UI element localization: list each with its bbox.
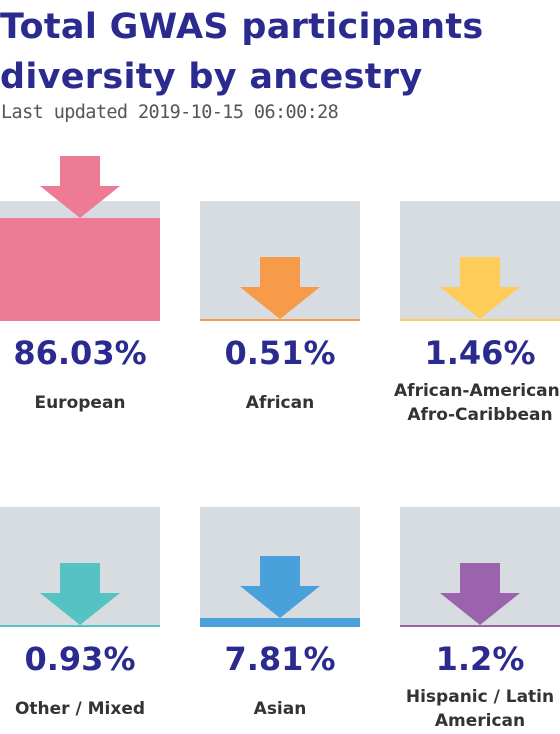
category-label-line: Hispanic / Latin bbox=[405, 687, 555, 707]
value-label-african-american-afro-caribbean: 1.46% bbox=[424, 334, 536, 372]
category-label-other-mixed: Other / Mixed bbox=[0, 697, 175, 721]
tile-african bbox=[200, 201, 360, 321]
category-label-line: African bbox=[245, 393, 315, 413]
category-label-line: Afro-Caribbean bbox=[407, 405, 553, 425]
page-title: Total GWAS participants diversity by anc… bbox=[0, 7, 484, 97]
category-label-line: Other / Mixed bbox=[14, 699, 146, 719]
category-label-european: European bbox=[0, 391, 175, 415]
category-label-line: European bbox=[34, 393, 126, 413]
value-label-hispanic-latin-american: 1.2% bbox=[435, 640, 525, 678]
tile-hispanic-latin-american bbox=[400, 507, 560, 627]
tile-european bbox=[0, 156, 160, 321]
value-label-other-mixed: 0.93% bbox=[24, 640, 136, 678]
bar-african bbox=[200, 319, 360, 321]
arrow-other-mixed-icon bbox=[40, 563, 120, 625]
last-updated: Last updated 2019-10-15 06:00:28 bbox=[1, 102, 339, 123]
category-label-asian: Asian bbox=[185, 697, 375, 721]
bar-african-american-afro-caribbean bbox=[400, 319, 560, 321]
bar-other-mixed bbox=[0, 625, 160, 627]
tile-asian bbox=[200, 507, 360, 627]
arrow-african-american-afro-caribbean-icon bbox=[440, 257, 520, 319]
arrow-asian-icon bbox=[240, 556, 320, 618]
value-label-asian: 7.81% bbox=[224, 640, 336, 678]
bar-asian bbox=[200, 618, 360, 627]
tile-other-mixed bbox=[0, 507, 160, 627]
value-label-european: 86.03% bbox=[13, 334, 147, 372]
category-label-line: Asian bbox=[253, 699, 307, 719]
arrow-african-icon bbox=[240, 257, 320, 319]
arrow-european-icon bbox=[40, 156, 120, 218]
category-label-hispanic-latin-american: Hispanic / Latin American bbox=[385, 685, 560, 733]
value-label-african: 0.51% bbox=[224, 334, 336, 372]
category-label-african: African bbox=[185, 391, 375, 415]
bar-european bbox=[0, 218, 160, 321]
category-label-line: American bbox=[434, 711, 526, 731]
category-label-african-american-afro-caribbean: African-American/Afro-Caribbean bbox=[385, 379, 560, 427]
category-label-line: African-American/ bbox=[394, 381, 560, 401]
bar-hispanic-latin-american bbox=[400, 625, 560, 627]
arrow-hispanic-latin-american-icon bbox=[440, 563, 520, 625]
tile-african-american-afro-caribbean bbox=[400, 201, 560, 321]
